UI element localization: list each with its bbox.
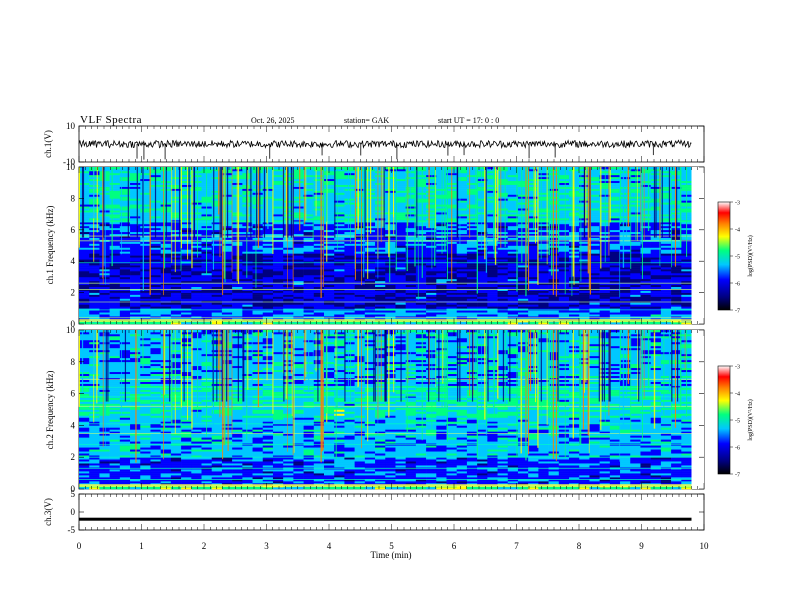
y-tick-label: 10 xyxy=(66,162,76,172)
x-tick-label: 5 xyxy=(389,541,394,551)
date-label: Oct. 26, 2025 xyxy=(251,116,295,125)
colorbar-tick-label: -5 xyxy=(735,419,740,425)
ch3-waveform-ylabel: ch.3(V) xyxy=(43,498,53,526)
ch2-spectrogram-ylabel: ch.2 Frequency (kHz) xyxy=(45,371,55,450)
ch1-waveform-ylabel: ch.1(V) xyxy=(43,130,53,158)
x-axis-label: Time (min) xyxy=(371,550,412,560)
colorbar-tick-label: -3 xyxy=(735,365,740,371)
ch1-colorbar: -3 -4 -5 -6 -7 log(PSD)(V²/Hz) xyxy=(717,201,754,315)
colorbar-tick-label: -7 xyxy=(735,473,740,479)
y-tick-label: 10 xyxy=(66,325,76,335)
x-tick-label: 8 xyxy=(577,541,582,551)
x-tick-label: 7 xyxy=(514,541,519,551)
x-tick-label: 3 xyxy=(264,541,269,551)
y-tick-label: -5 xyxy=(68,525,76,535)
y-tick-label: 2 xyxy=(71,452,76,462)
x-tick-label: 0 xyxy=(77,541,82,551)
y-tick-label: 2 xyxy=(71,288,76,298)
x-tick-label: 1 xyxy=(139,541,144,551)
colorbar-tick-label: -3 xyxy=(735,201,740,207)
colorbar-tick-label: -6 xyxy=(735,282,740,288)
ch2-spectrogram xyxy=(78,330,704,490)
y-tick-label: 5 xyxy=(71,489,76,499)
y-tick-label: 6 xyxy=(71,225,76,235)
y-tick-label: 10 xyxy=(66,121,76,131)
y-tick-label: 0 xyxy=(71,319,76,329)
y-tick-label: 8 xyxy=(71,357,76,367)
colorbar-tick-label: -7 xyxy=(735,309,740,315)
colorbar-tick-label: -5 xyxy=(735,255,740,261)
colorbar-tick-label: -6 xyxy=(735,446,740,452)
ch1-spectrogram xyxy=(78,167,704,325)
ch3-waveform-trace xyxy=(79,517,692,521)
chart-title: VLF Spectra xyxy=(80,114,143,126)
ch1-spectrogram-ylabel: ch.1 Frequency (kHz) xyxy=(45,206,55,285)
y-tick-label: 4 xyxy=(71,420,76,430)
y-tick-label: 6 xyxy=(71,389,76,399)
x-tick-label: 10 xyxy=(700,541,710,551)
colorbar-tick-label: -4 xyxy=(735,392,740,398)
ch2-colorbar: -3 -4 -5 -6 -7 log(PSD)(V²/Hz) xyxy=(717,365,754,479)
ch1-colorbar-label: log(PSD)(V²/Hz) xyxy=(747,235,754,276)
ch2-colorbar-label: log(PSD)(V²/Hz) xyxy=(747,399,754,440)
colorbar-tick-label: -4 xyxy=(735,228,740,234)
y-tick-label: 0 xyxy=(71,484,76,494)
ch1-waveform-trace xyxy=(78,139,692,160)
x-tick-label: 9 xyxy=(639,541,644,551)
y-tick-label: -10 xyxy=(63,157,75,167)
y-tick-label: 8 xyxy=(71,193,76,203)
station-label: station= GAK xyxy=(344,116,390,125)
start-time-label: start UT = 17: 0 : 0 xyxy=(438,116,500,125)
x-tick-label: 4 xyxy=(327,541,332,551)
y-tick-label: 4 xyxy=(71,256,76,266)
y-tick-label: 0 xyxy=(71,507,76,517)
x-tick-label: 2 xyxy=(202,541,207,551)
x-tick-label: 6 xyxy=(452,541,457,551)
